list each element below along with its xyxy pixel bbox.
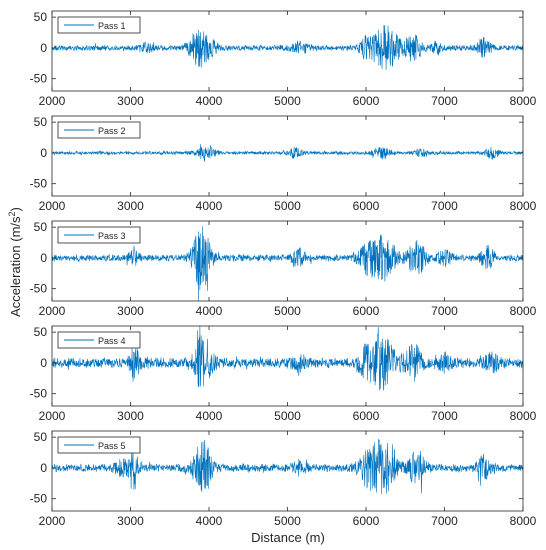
- x-tick-label: 7000: [431, 514, 458, 528]
- x-tick-label: 6000: [353, 514, 380, 528]
- x-tick-label: 5000: [274, 514, 301, 528]
- x-tick-label: 4000: [196, 409, 223, 423]
- y-tick-label: 50: [34, 430, 48, 444]
- x-tick-label: 8000: [510, 409, 537, 423]
- legend-box: [57, 226, 141, 244]
- series-line-2: [51, 144, 524, 162]
- y-tick-label: 0: [40, 251, 47, 265]
- x-tick-label: 2000: [39, 304, 66, 318]
- legend-label: Pass 1: [98, 21, 126, 31]
- y-tick-label: 0: [40, 356, 47, 370]
- x-tick-label: 5000: [274, 94, 301, 108]
- x-tick-label: 4000: [196, 199, 223, 213]
- series-line-5: [51, 439, 524, 495]
- x-tick-label: 5000: [274, 304, 301, 318]
- x-tick-label: 6000: [353, 199, 380, 213]
- legend-label: Pass 3: [98, 231, 126, 241]
- subplot-3: 2000 3000 4000 5000 6000 7000 8000 50 0 -50 Pass 3: [30, 220, 537, 318]
- legend: Pass 3: [57, 226, 141, 244]
- x-tick-label: 7000: [431, 94, 458, 108]
- y-axis-label: Acceleration (m/s2): [7, 207, 23, 317]
- x-tick-label: 6000: [353, 409, 380, 423]
- series-line-4: [51, 325, 524, 391]
- x-tick-label: 2000: [39, 199, 66, 213]
- x-tick-label: 3000: [117, 199, 144, 213]
- legend-label: Pass 2: [98, 126, 126, 136]
- x-tick-label: 2000: [39, 409, 66, 423]
- y-tick-label: 50: [34, 115, 48, 129]
- series-line-3: [51, 226, 524, 302]
- series-line-1: [51, 25, 524, 70]
- legend-box: [57, 331, 141, 349]
- y-tick-label: 50: [34, 325, 48, 339]
- y-tick-label: 50: [34, 10, 48, 24]
- legend-box: [57, 121, 141, 139]
- x-tick-label: 3000: [117, 94, 144, 108]
- y-tick-label: 0: [40, 461, 47, 475]
- y-tick-label: -50: [30, 387, 48, 401]
- x-tick-label: 2000: [39, 514, 66, 528]
- legend-box: [57, 16, 141, 34]
- subplot-4: 2000 3000 4000 5000 6000 7000 8000 50 0 -50 Pass 4: [30, 325, 537, 423]
- y-tick-label: -50: [30, 492, 48, 506]
- x-tick-label: 3000: [117, 304, 144, 318]
- x-tick-label: 2000: [39, 94, 66, 108]
- y-tick-label: -50: [30, 72, 48, 86]
- y-tick-label: -50: [30, 177, 48, 191]
- x-axis-label: Distance (m): [251, 530, 325, 545]
- subplot-1: 2000 3000 4000 5000 6000 7000 8000 50 0 -50 Pass 1: [30, 10, 537, 108]
- x-tick-label: 8000: [510, 94, 537, 108]
- legend-label: Pass 4: [98, 336, 126, 346]
- x-tick-label: 7000: [431, 409, 458, 423]
- legend: Pass 4: [57, 331, 141, 349]
- legend: Pass 5: [57, 436, 141, 454]
- x-tick-label: 8000: [510, 199, 537, 213]
- y-tick-label: 0: [40, 146, 47, 160]
- x-tick-label: 3000: [117, 409, 144, 423]
- x-tick-label: 6000: [353, 304, 380, 318]
- legend-label: Pass 5: [98, 441, 126, 451]
- x-tick-label: 4000: [196, 514, 223, 528]
- y-tick-label: 50: [34, 220, 48, 234]
- subplot-5: 2000 3000 4000 5000 6000 7000 8000 50 0 -50 Pass 5: [30, 430, 537, 528]
- x-tick-label: 6000: [353, 94, 380, 108]
- x-tick-label: 3000: [117, 514, 144, 528]
- legend: Pass 2: [57, 121, 141, 139]
- x-tick-label: 4000: [196, 94, 223, 108]
- x-tick-label: 4000: [196, 304, 223, 318]
- y-tick-label: 0: [40, 41, 47, 55]
- x-tick-label: 5000: [274, 409, 301, 423]
- x-tick-label: 5000: [274, 199, 301, 213]
- x-tick-label: 7000: [431, 199, 458, 213]
- subplot-2: 2000 3000 4000 5000 6000 7000 8000 50 0 -50 Pass 2: [30, 115, 537, 213]
- legend: Pass 1: [57, 16, 141, 34]
- legend-box: [57, 436, 141, 454]
- x-tick-label: 8000: [510, 514, 537, 528]
- y-tick-label: -50: [30, 282, 48, 296]
- x-tick-label: 8000: [510, 304, 537, 318]
- x-tick-label: 7000: [431, 304, 458, 318]
